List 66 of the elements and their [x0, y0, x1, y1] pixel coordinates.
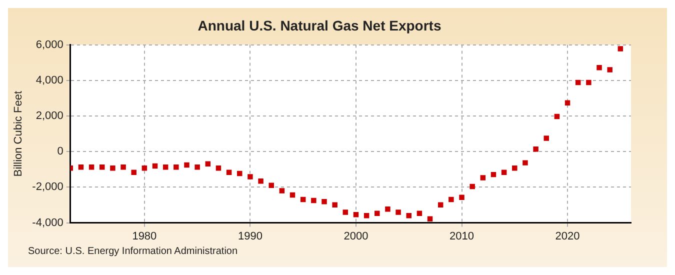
point [480, 175, 486, 180]
point [322, 198, 327, 204]
point [364, 213, 370, 218]
point [522, 160, 528, 166]
point [226, 170, 232, 176]
point [427, 216, 433, 222]
y-tick-label: 6,000 [36, 38, 64, 51]
point [618, 46, 624, 52]
x-tick-label: 2000 [344, 230, 368, 242]
point [416, 210, 422, 216]
point [353, 212, 359, 218]
point [205, 161, 211, 167]
point [290, 192, 296, 198]
y-axis-title: Billion Cubic Feet [12, 91, 25, 177]
y-tick-label: -2,000 [32, 181, 64, 194]
point [131, 170, 136, 176]
point [237, 170, 242, 176]
point [575, 80, 581, 86]
point [194, 164, 200, 170]
point [544, 136, 549, 141]
point [78, 164, 84, 170]
point [300, 196, 306, 202]
point [406, 213, 412, 218]
point [448, 196, 454, 202]
point [607, 67, 612, 72]
x-tick-label: 2020 [555, 230, 580, 242]
x-tick-label: 1990 [238, 230, 262, 242]
source-note: Source: U.S. Energy Information Administration [27, 246, 239, 257]
point [554, 114, 560, 120]
point [332, 202, 338, 208]
point [248, 174, 253, 180]
point [396, 210, 401, 215]
point [490, 172, 496, 178]
point [216, 166, 222, 171]
point [311, 198, 316, 204]
point [174, 164, 179, 170]
point [459, 194, 464, 200]
y-tick-label: 4,000 [36, 74, 64, 86]
point [438, 202, 444, 208]
point [258, 178, 264, 184]
x-tick-label: 1980 [132, 230, 157, 242]
point [470, 184, 475, 190]
point [88, 164, 94, 170]
x-tick-label: 2010 [450, 230, 474, 242]
point [374, 210, 380, 216]
point [268, 182, 274, 188]
point [564, 100, 570, 106]
y-tick-label: -4,000 [32, 216, 64, 229]
point [100, 164, 105, 170]
point [279, 188, 285, 194]
point [152, 163, 158, 169]
point [184, 162, 190, 168]
point [142, 166, 148, 171]
point [162, 164, 168, 170]
point [501, 170, 507, 176]
y-tick-label: 2,000 [36, 110, 64, 122]
chart-title: Annual U.S. Natural Gas Net Exports [198, 17, 442, 34]
point [110, 166, 116, 171]
point [512, 166, 518, 171]
point [385, 206, 390, 212]
point [342, 210, 348, 215]
point [120, 164, 126, 170]
point [533, 146, 538, 152]
point [586, 80, 592, 86]
y-tick-label: 0 [57, 146, 64, 158]
point [596, 64, 602, 70]
